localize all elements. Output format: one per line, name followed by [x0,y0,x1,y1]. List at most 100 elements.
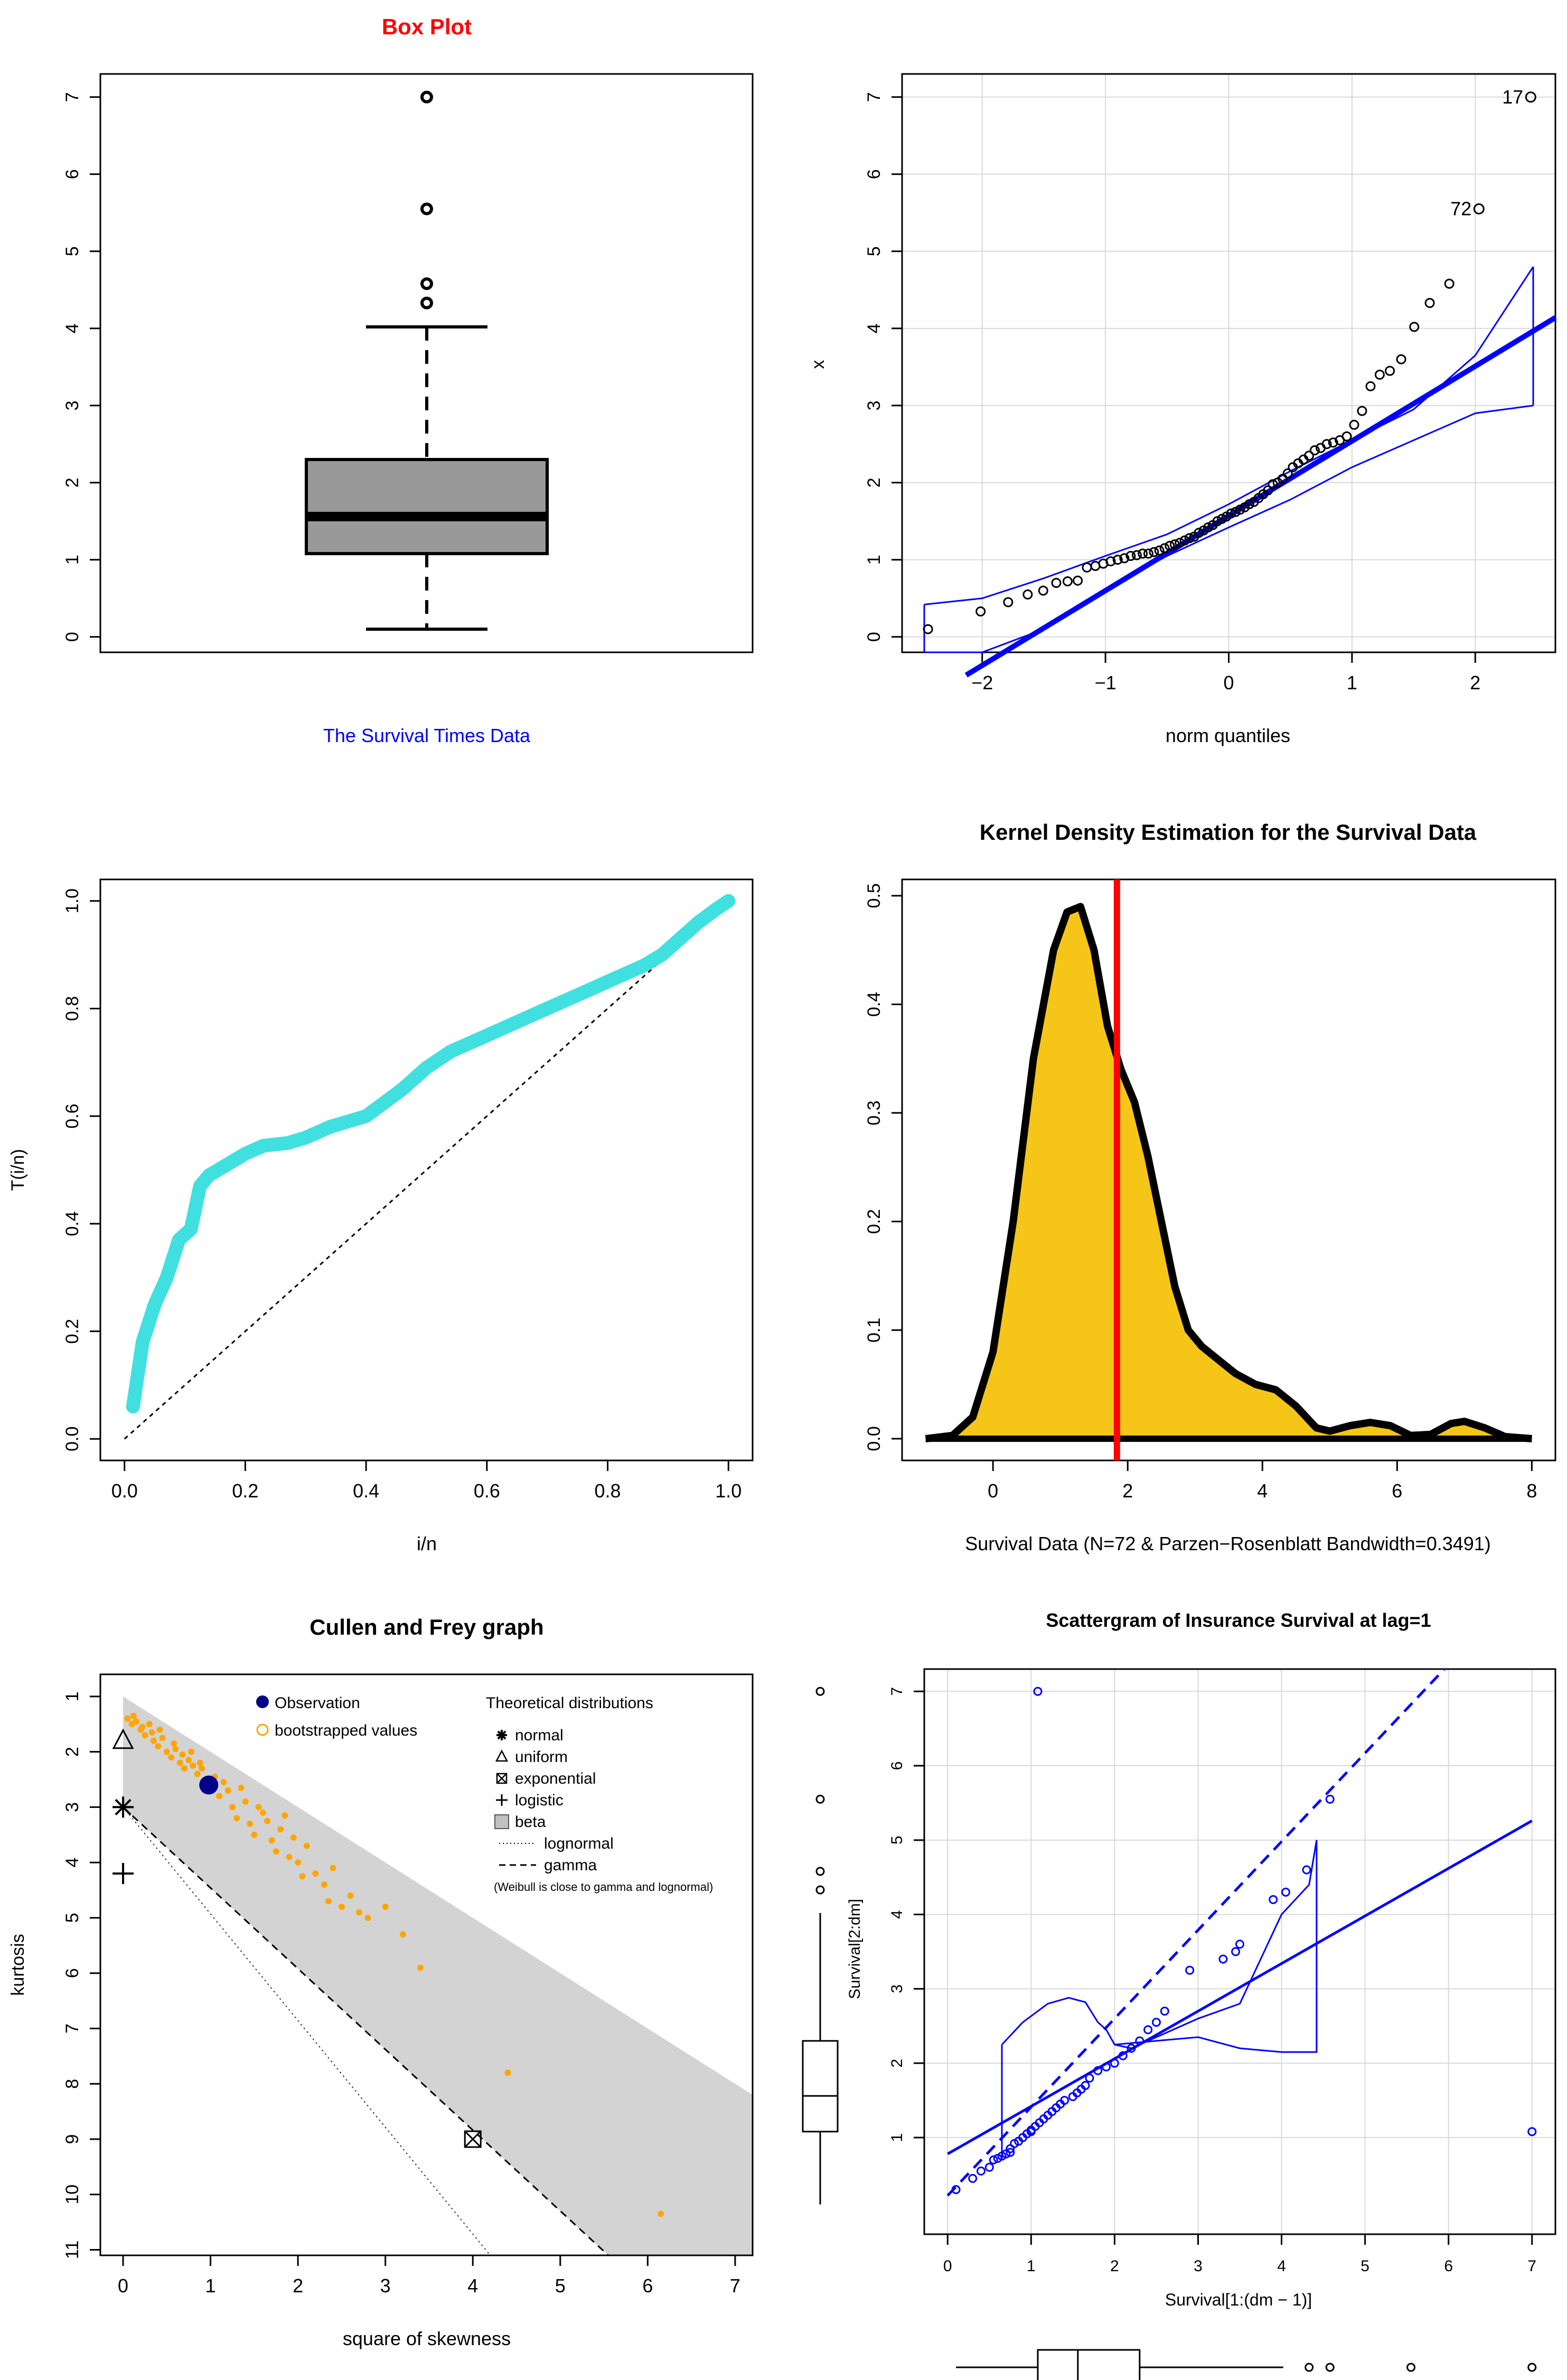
cf-bootstrap-point [347,1892,354,1899]
cf-bootstrap-point [142,1732,148,1739]
lag-xbox-outlier [1527,2363,1537,2372]
lag-point [1325,1794,1335,1804]
lag-point [1135,2036,1144,2046]
cf-legend-theory-title: Theoretical distributions [486,1694,653,1712]
kde-y-tick-label: 0.5 [864,883,884,908]
cf-bootstrap-point [190,1762,196,1769]
cf-x-tick-label: 2 [293,2275,303,2297]
box-outlier-point [420,90,433,104]
ttt-xlabel: i/n [417,1533,437,1554]
qq-x-tick-label: 0 [1223,672,1234,694]
ttt-ylabel: T(i/n) [8,1149,28,1191]
cf-legend-beta-symbol [494,1814,509,1829]
cf-bootstrap-point [321,1881,327,1888]
lag-ylabel: Survival[2:dm] [846,1899,864,1999]
qq-point [1396,354,1406,364]
lag-xbox-outlier [1325,2363,1335,2372]
cf-x-tick-label: 0 [118,2275,128,2297]
qq-point [1175,538,1185,548]
cf-bootstrap-point [220,1779,227,1786]
cf-legend-normal-symbol [496,1730,507,1740]
lag-xbox-iqr [1037,2349,1141,2380]
lag-smooth-upper [1001,1840,1318,2049]
lag-point [1218,1954,1228,1964]
lag-point [1006,2148,1015,2157]
cf-legend-logistic-symbol [496,1794,508,1806]
lag-xlabel: Survival[1:(dm − 1)] [1165,2290,1312,2309]
ttt-x-tick-label: 0.6 [474,1480,500,1502]
qq-xlabel: norm quantiles [1166,725,1290,746]
cf-bootstrap-point [159,1735,166,1741]
cf-y-tick-label: 4 [62,1858,82,1868]
lag-xbox-outlier [1305,2363,1314,2372]
lag-smooth-lower [1114,1840,1318,2053]
lag-x-tick-label: 0 [943,2257,952,2275]
cf-bootstrap-point [242,1798,249,1805]
qq-point [1105,556,1116,567]
cf-y-tick-label: 10 [62,2185,82,2205]
cf-bootstrap-point [268,1837,275,1844]
lag-plot-frame [923,1668,1556,2235]
cf-x-tick-label: 4 [467,2275,478,2297]
lag-y-tick-label: 6 [888,1761,906,1770]
qq-point [1365,381,1376,391]
qq-x-tick-label: −1 [1095,672,1116,694]
cf-legend-theory-item: beta [515,1813,546,1831]
lag-title: Scattergram of Insurance Survival at lag… [1046,1609,1431,1631]
box-plot-xlabel: The Survival Times Data [323,725,531,746]
cf-exponential-marker [464,2130,482,2148]
box-outlier-point [420,277,433,291]
cf-bootstrap-point [238,1784,245,1791]
ttt-plot-frame [99,878,754,1461]
cf-x-tick-label: 3 [380,2275,391,2297]
cf-legend-theory-item: uniform [515,1748,568,1766]
ttt-y-tick-label: 0.4 [62,1211,82,1236]
lag-point [984,2162,994,2172]
kde-y-tick-label: 0.1 [864,1318,884,1343]
qq-point [1159,543,1170,554]
cf-plot-frame [99,1673,754,2256]
cf-logistic-marker [112,1863,134,1885]
cf-bootstrap-point [139,1723,146,1730]
cf-bootstrap-point [330,1864,336,1871]
kde-xlabel: Survival Data (N=72 & Parzen−Rosenblatt … [965,1533,1491,1554]
qq-point [1073,575,1083,586]
qq-point [1409,322,1420,332]
qq-point [1165,541,1175,551]
qq-point [1179,535,1190,546]
qq-point [1038,585,1048,596]
lag-x-tick-label: 1 [1027,2257,1036,2275]
qq-reference-line [964,315,1557,678]
box-plot-y-tick-label: 3 [62,400,82,410]
qq-point [1278,474,1288,484]
cf-normal-marker-stroke [115,1798,132,1815]
qq-point [1154,545,1165,556]
cf-bootstrap-point [150,1737,157,1744]
cf-bootstrap-point [156,1726,163,1733]
box-plot-y-tick-label: 4 [62,323,82,333]
cf-bootstrap-point [251,1831,258,1838]
lag-x-tick-label: 6 [1444,2257,1453,2275]
cf-legend-normal-symbol-stroke [497,1730,506,1740]
qq-point [1112,555,1123,565]
cf-legend-exponential-cross [496,1773,507,1784]
ttt-x-tick-label: 0.8 [595,1480,621,1502]
qq-y-tick-label: 3 [864,400,884,410]
lag-x-tick-label: 7 [1527,2257,1536,2275]
cf-bootstrap-point [399,1931,406,1938]
lag-point [989,2155,998,2165]
kde-area-fill [925,906,1532,1439]
qq-point [1003,597,1014,607]
kde-x-tick-label: 4 [1257,1480,1268,1502]
kde-plot-frame [901,878,1556,1461]
lag-point [1231,1947,1241,1956]
cf-y-tick-label: 1 [62,1691,82,1701]
cf-legend-uniform-symbol [495,1749,509,1762]
lag-point [1527,2127,1537,2137]
cf-uniform-marker [112,1728,134,1749]
qq-point [1328,437,1338,448]
qq-point [1263,485,1273,495]
cf-exponential-marker-cross [464,2130,482,2148]
lag-point [997,2151,1007,2161]
